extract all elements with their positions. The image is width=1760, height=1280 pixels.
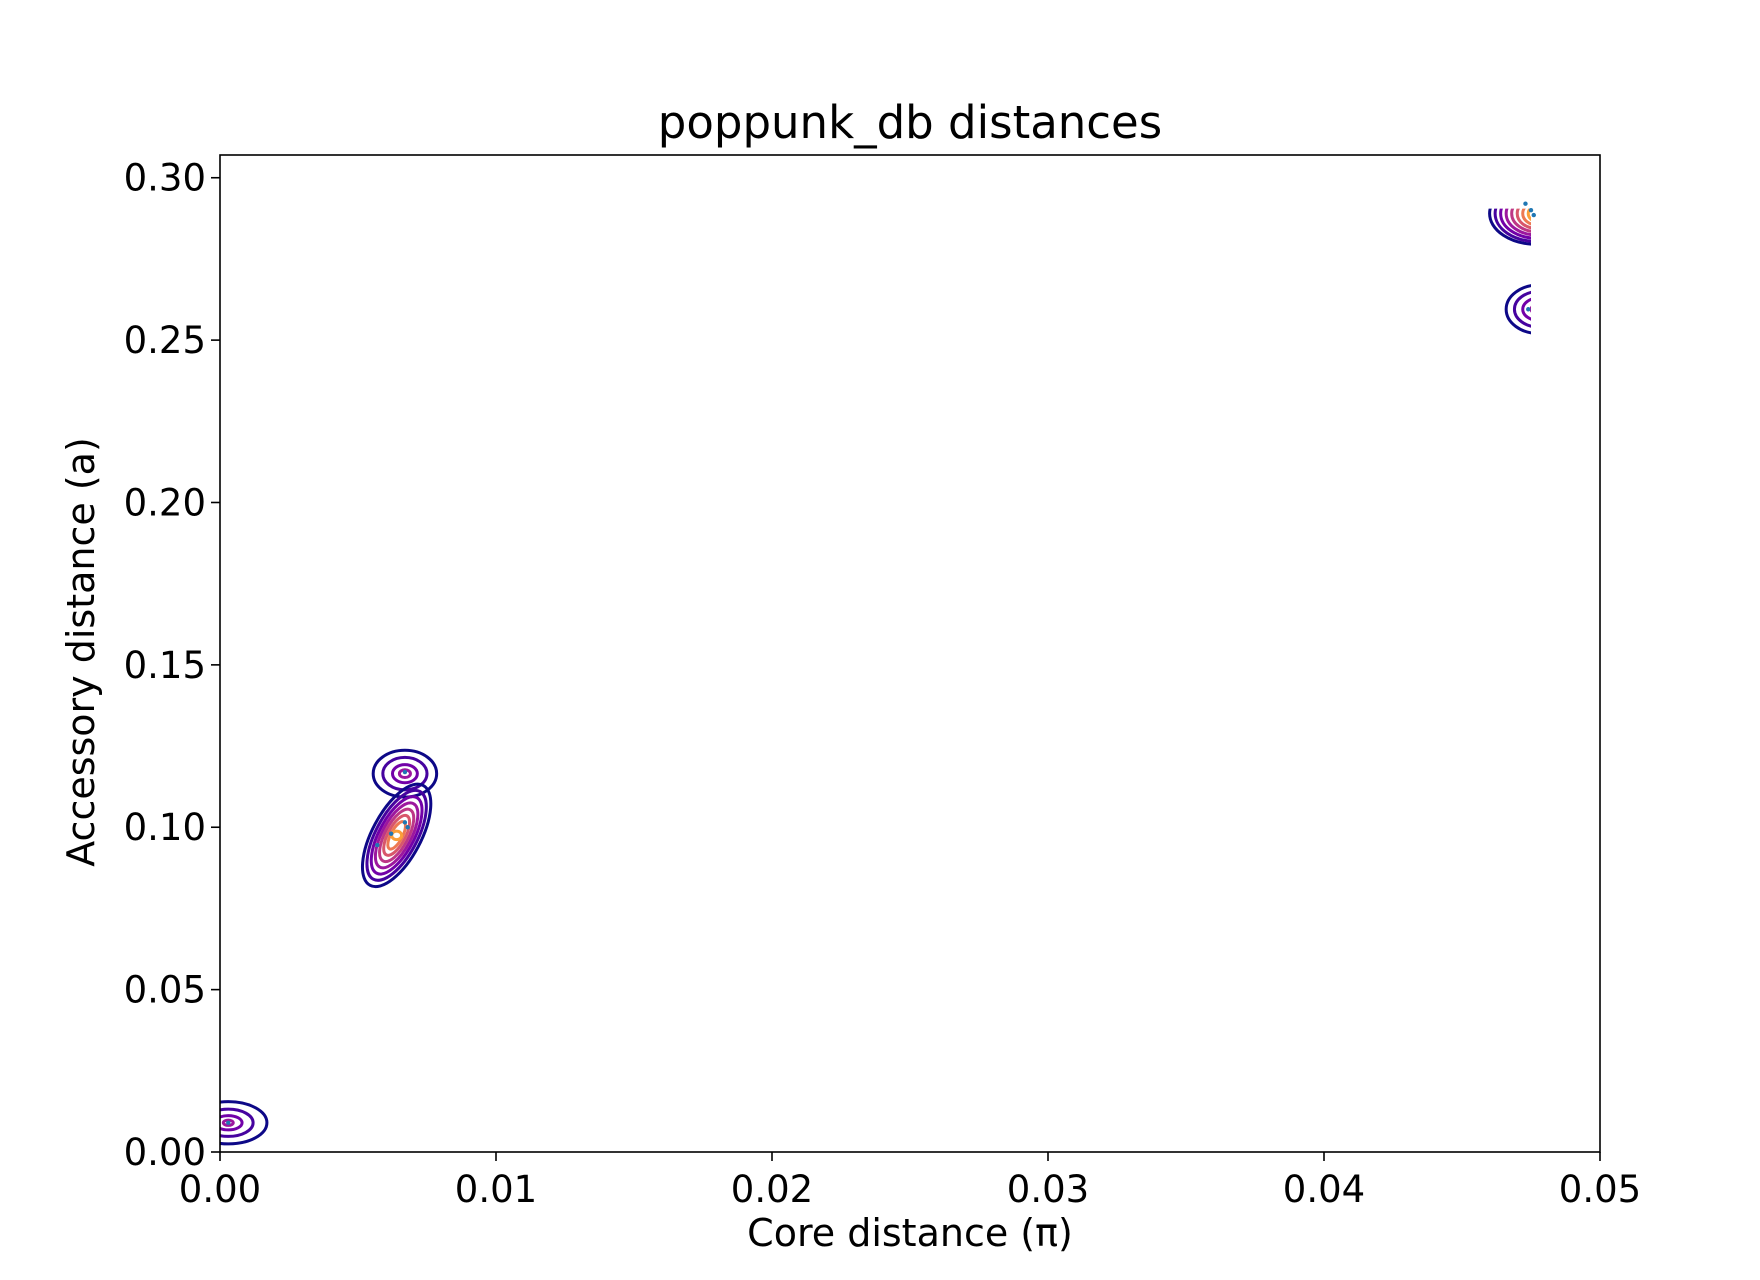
data-point — [1531, 212, 1536, 218]
plot-frame — [219, 154, 1601, 1153]
contour-level-line — [1512, 290, 1531, 328]
x-tick-label: 0.05 — [1559, 1168, 1641, 1211]
contour-level-line — [371, 748, 439, 799]
contour-level-line — [220, 1107, 255, 1138]
contour-layer — [220, 208, 1531, 1146]
contour-cluster — [1488, 208, 1531, 246]
x-tick-label: 0.00 — [179, 1168, 261, 1211]
contour-level-line — [365, 788, 428, 882]
data-point — [1526, 307, 1531, 312]
y-tick-label: 0.20 — [124, 481, 206, 524]
data-point — [1528, 208, 1534, 213]
y-axis: 0.00 0.05 0.10 0.15 0.20 0.25 0.30 — [124, 157, 220, 1174]
contour-level-line — [1504, 208, 1531, 237]
data-point — [402, 820, 408, 825]
contour-level-line — [1488, 208, 1531, 246]
contour-level-line — [220, 1114, 244, 1132]
contour-level-line — [373, 801, 420, 870]
contour-level-line — [382, 813, 412, 857]
x-tick-label: 0.04 — [1283, 1168, 1365, 1211]
x-axis-label: Core distance (π) — [747, 1211, 1073, 1255]
contour-level-line — [391, 763, 419, 785]
contour-level-line — [378, 807, 416, 864]
y-axis-label: Accessory distance (a) — [59, 437, 103, 867]
contour-cluster — [360, 782, 433, 889]
x-tick-label: 0.01 — [455, 1168, 537, 1211]
contour-level-line — [360, 782, 433, 889]
y-tick-label: 0.05 — [124, 969, 206, 1012]
x-tick-label: 0.02 — [731, 1168, 813, 1211]
y-tick-label: 0.25 — [124, 319, 206, 362]
data-point — [402, 769, 408, 775]
contour-level-line — [221, 1118, 235, 1127]
contour-level-line — [220, 1100, 269, 1146]
contour-level-line — [1521, 297, 1531, 321]
contour-level-line — [369, 795, 424, 876]
contour-level-line — [1526, 208, 1531, 222]
contour-level-line — [1493, 208, 1531, 243]
y-tick-label: 0.00 — [124, 1131, 206, 1174]
contour-level-line — [1499, 208, 1531, 240]
y-tick-label: 0.15 — [124, 644, 206, 687]
data-point — [405, 825, 410, 830]
y-tick-label: 0.30 — [124, 157, 206, 200]
data-point — [1523, 201, 1528, 206]
contour-level-line — [1515, 208, 1531, 230]
contour-level-line — [1510, 208, 1531, 233]
chart-title: poppunk_db distances — [658, 96, 1162, 149]
contour-cluster — [220, 1100, 269, 1146]
contour-level-line — [1521, 208, 1531, 226]
data-point — [388, 831, 394, 836]
contour-level-line — [397, 768, 412, 780]
point-layer — [226, 201, 1536, 1125]
contour-level-line — [1504, 284, 1531, 335]
x-tick-label: 0.03 — [1007, 1168, 1089, 1211]
contour-cluster — [1504, 284, 1531, 335]
x-axis: 0.00 0.01 0.02 0.03 0.04 0.05 — [179, 1152, 1641, 1211]
plot-area — [220, 155, 1600, 1152]
data-point — [375, 842, 380, 848]
y-tick-label: 0.10 — [124, 806, 206, 849]
data-point — [226, 1120, 231, 1125]
